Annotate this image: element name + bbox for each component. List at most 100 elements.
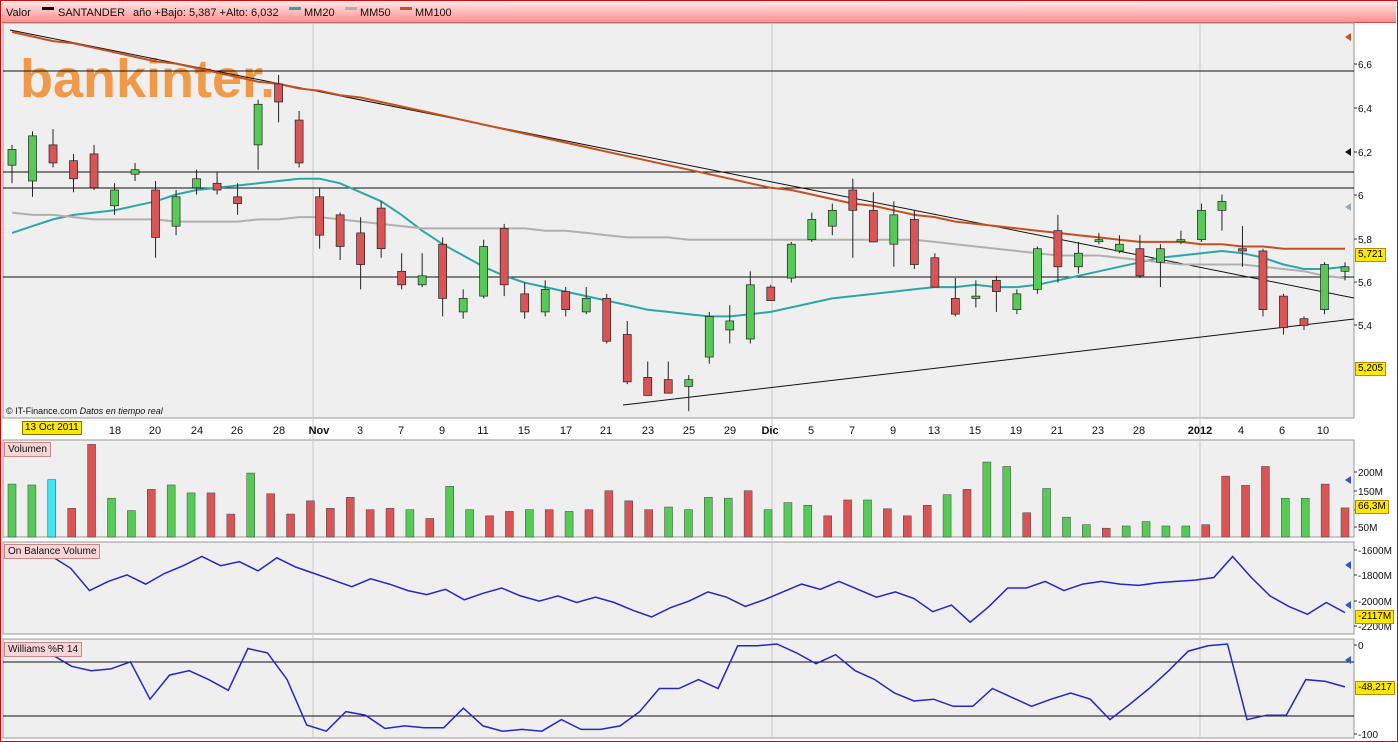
candle-body[interactable]: [499, 228, 509, 286]
support-trendline[interactable]: [622, 318, 1355, 406]
resistance-trendline[interactable]: [9, 29, 1355, 299]
volume-bar[interactable]: [1121, 525, 1131, 538]
volume-bar[interactable]: [67, 508, 76, 538]
candle-body[interactable]: [1217, 200, 1227, 211]
volume-bar[interactable]: [1161, 525, 1171, 538]
candle-body[interactable]: [89, 153, 99, 189]
volume-bar[interactable]: [345, 497, 355, 538]
candle-body[interactable]: [48, 144, 58, 164]
candle-body[interactable]: [130, 169, 140, 175]
volume-bar[interactable]: [1281, 497, 1290, 538]
volume-bar[interactable]: [883, 508, 892, 538]
candle-body[interactable]: [1197, 209, 1206, 241]
candle-body[interactable]: [1115, 243, 1124, 252]
candle-body[interactable]: [807, 219, 817, 241]
williams-panel-title[interactable]: Williams %R 14: [4, 642, 83, 657]
candle-body[interactable]: [171, 196, 181, 227]
volume-panel-title[interactable]: Volumen: [4, 442, 51, 457]
volume-bar[interactable]: [1042, 488, 1051, 538]
candle-body[interactable]: [1340, 266, 1350, 272]
volume-bar[interactable]: [903, 515, 912, 538]
volume-bar[interactable]: [1082, 524, 1091, 538]
volume-bar[interactable]: [1241, 485, 1250, 538]
candle-body[interactable]: [1320, 264, 1329, 311]
volume-bar[interactable]: [1102, 527, 1111, 538]
candle-body[interactable]: [827, 209, 837, 227]
volume-bar[interactable]: [823, 515, 832, 538]
candle-body[interactable]: [212, 182, 222, 191]
candle-body[interactable]: [233, 196, 242, 204]
candle-body[interactable]: [909, 219, 919, 265]
volume-bar[interactable]: [962, 489, 972, 538]
volume-bar[interactable]: [704, 497, 713, 538]
volume-bar[interactable]: [843, 499, 852, 538]
candle-body[interactable]: [1176, 239, 1186, 243]
volume-bar[interactable]: [604, 490, 614, 538]
volume-bar[interactable]: [206, 492, 216, 538]
candle-body[interactable]: [479, 246, 489, 297]
candle-body[interactable]: [397, 270, 406, 286]
volume-bar[interactable]: [365, 509, 375, 538]
candle-body[interactable]: [540, 288, 550, 313]
volume-bar[interactable]: [1201, 524, 1210, 538]
volume-bar[interactable]: [445, 486, 454, 538]
volume-bar[interactable]: [982, 461, 992, 538]
volume-bar[interactable]: [425, 518, 435, 538]
legend-mm20[interactable]: MM20: [304, 7, 335, 19]
candle-body[interactable]: [1135, 248, 1145, 277]
volume-bar[interactable]: [306, 500, 315, 538]
volume-bar[interactable]: [326, 508, 335, 538]
volume-bar[interactable]: [87, 444, 96, 538]
candle-body[interactable]: [1156, 248, 1165, 263]
candle-body[interactable]: [1074, 252, 1083, 268]
volume-bar[interactable]: [385, 508, 395, 538]
volume-bar[interactable]: [7, 483, 17, 538]
candle-body[interactable]: [520, 293, 530, 313]
candle-body[interactable]: [1012, 293, 1022, 311]
volume-bar[interactable]: [286, 513, 295, 538]
candle-body[interactable]: [1238, 248, 1247, 252]
volume-bar[interactable]: [1261, 466, 1270, 538]
volume-bar[interactable]: [1320, 483, 1330, 538]
volume-bar[interactable]: [1002, 466, 1012, 538]
candle-body[interactable]: [930, 257, 940, 288]
candle-body[interactable]: [28, 135, 37, 182]
candle-body[interactable]: [848, 189, 858, 211]
volume-bar[interactable]: [664, 506, 673, 538]
volume-bar[interactable]: [147, 489, 156, 538]
volume-bar[interactable]: [942, 494, 952, 538]
volume-bar[interactable]: [1340, 507, 1350, 538]
candle-body[interactable]: [745, 284, 755, 340]
volume-bar[interactable]: [1022, 512, 1031, 538]
volume-bar[interactable]: [1062, 516, 1071, 538]
candle-body[interactable]: [7, 149, 17, 166]
candle-body[interactable]: [69, 160, 78, 180]
volume-bar[interactable]: [564, 511, 574, 538]
candle-body[interactable]: [663, 379, 673, 394]
candle-body[interactable]: [1094, 239, 1104, 243]
candle-body[interactable]: [971, 295, 981, 299]
volume-bar[interactable]: [166, 484, 176, 538]
candle-body[interactable]: [951, 298, 960, 315]
volume-bar[interactable]: [266, 493, 275, 538]
volume-bar[interactable]: [783, 502, 793, 538]
candle-body[interactable]: [581, 298, 591, 313]
volume-bar[interactable]: [226, 513, 236, 538]
candle-body[interactable]: [356, 232, 365, 265]
candle-body[interactable]: [315, 196, 324, 236]
volume-bar[interactable]: [684, 509, 693, 538]
volume-bar[interactable]: [505, 511, 514, 538]
symbol-name[interactable]: SANTANDER: [58, 7, 126, 19]
candle-body[interactable]: [335, 214, 345, 247]
volume-bar[interactable]: [47, 479, 57, 538]
volume-bar[interactable]: [246, 472, 255, 538]
candle-body[interactable]: [766, 286, 776, 301]
candle-body[interactable]: [151, 189, 160, 238]
candle-body[interactable]: [1258, 250, 1268, 311]
candle-body[interactable]: [725, 320, 735, 331]
volume-bar[interactable]: [107, 497, 116, 538]
candle-body[interactable]: [192, 178, 201, 189]
candle-body[interactable]: [622, 334, 632, 383]
candle-body[interactable]: [1053, 230, 1063, 268]
volume-bar[interactable]: [803, 505, 813, 538]
